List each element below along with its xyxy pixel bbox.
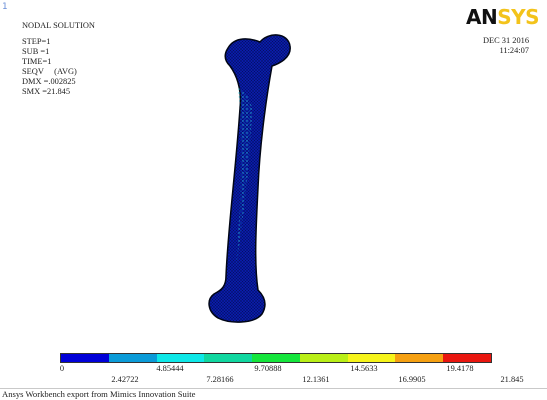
window-number: 1 — [2, 2, 8, 12]
legend-label: 12.1361 — [302, 375, 330, 384]
legend-swatch — [299, 354, 348, 362]
contour-legend-bar — [60, 353, 492, 363]
solution-title: NODAL SOLUTION — [22, 21, 95, 30]
solution-info: NODAL SOLUTION STEP=1 SUB =1 TIME=1 SEQV… — [22, 21, 95, 97]
graphics-viewport[interactable]: 1 NODAL SOLUTION STEP=1 SUB =1 TIME=1 SE… — [0, 0, 547, 389]
logo-an-text: AN — [465, 5, 498, 29]
legend-swatch — [61, 354, 109, 362]
logo-sys-text: SYS — [497, 5, 539, 29]
ansys-logo: ANSYS — [465, 5, 540, 29]
timestamp-time: 11:24:07 — [499, 46, 529, 55]
legend-label: 2.42722 — [111, 375, 139, 384]
femur-outline — [208, 34, 291, 323]
step-value: STEP=1 — [22, 37, 51, 46]
femur-stress-overlay — [236, 88, 252, 268]
legend-swatch — [443, 354, 492, 362]
seqv-label: SEQV (AVG) — [22, 67, 77, 76]
timestamp: DEC 31 2016 11:24:07 — [483, 36, 529, 56]
timestamp-date: DEC 31 2016 — [482, 36, 529, 45]
legend-label: 16.9905 — [398, 375, 426, 384]
legend-label: 0 — [59, 364, 65, 373]
legend-label: 4.85444 — [156, 364, 184, 373]
legend-swatch — [395, 354, 444, 362]
legend-swatch — [252, 354, 300, 362]
legend-label: 9.70888 — [254, 364, 282, 373]
legend-label: 14.5633 — [350, 364, 378, 373]
sub-value: SUB =1 — [22, 47, 50, 56]
plot-title: Ansys Workbench export from Mimics Innov… — [2, 389, 196, 399]
legend-swatch — [108, 354, 157, 362]
legend-label: 19.4178 — [446, 364, 474, 373]
legend-swatch — [156, 354, 205, 362]
legend-swatch — [347, 354, 396, 362]
legend-swatch — [204, 354, 253, 362]
legend-label: 7.28166 — [206, 375, 234, 384]
smx-value: SMX =21.845 — [22, 87, 71, 96]
femur-mesh-model[interactable] — [190, 28, 310, 328]
legend-label: 21.845 — [500, 375, 524, 384]
time-value: TIME=1 — [22, 57, 52, 66]
dmx-value: DMX =.002825 — [22, 77, 76, 86]
legend-labels: 0 4.85444 9.70888 14.5633 19.4178 2.4272… — [0, 364, 547, 388]
